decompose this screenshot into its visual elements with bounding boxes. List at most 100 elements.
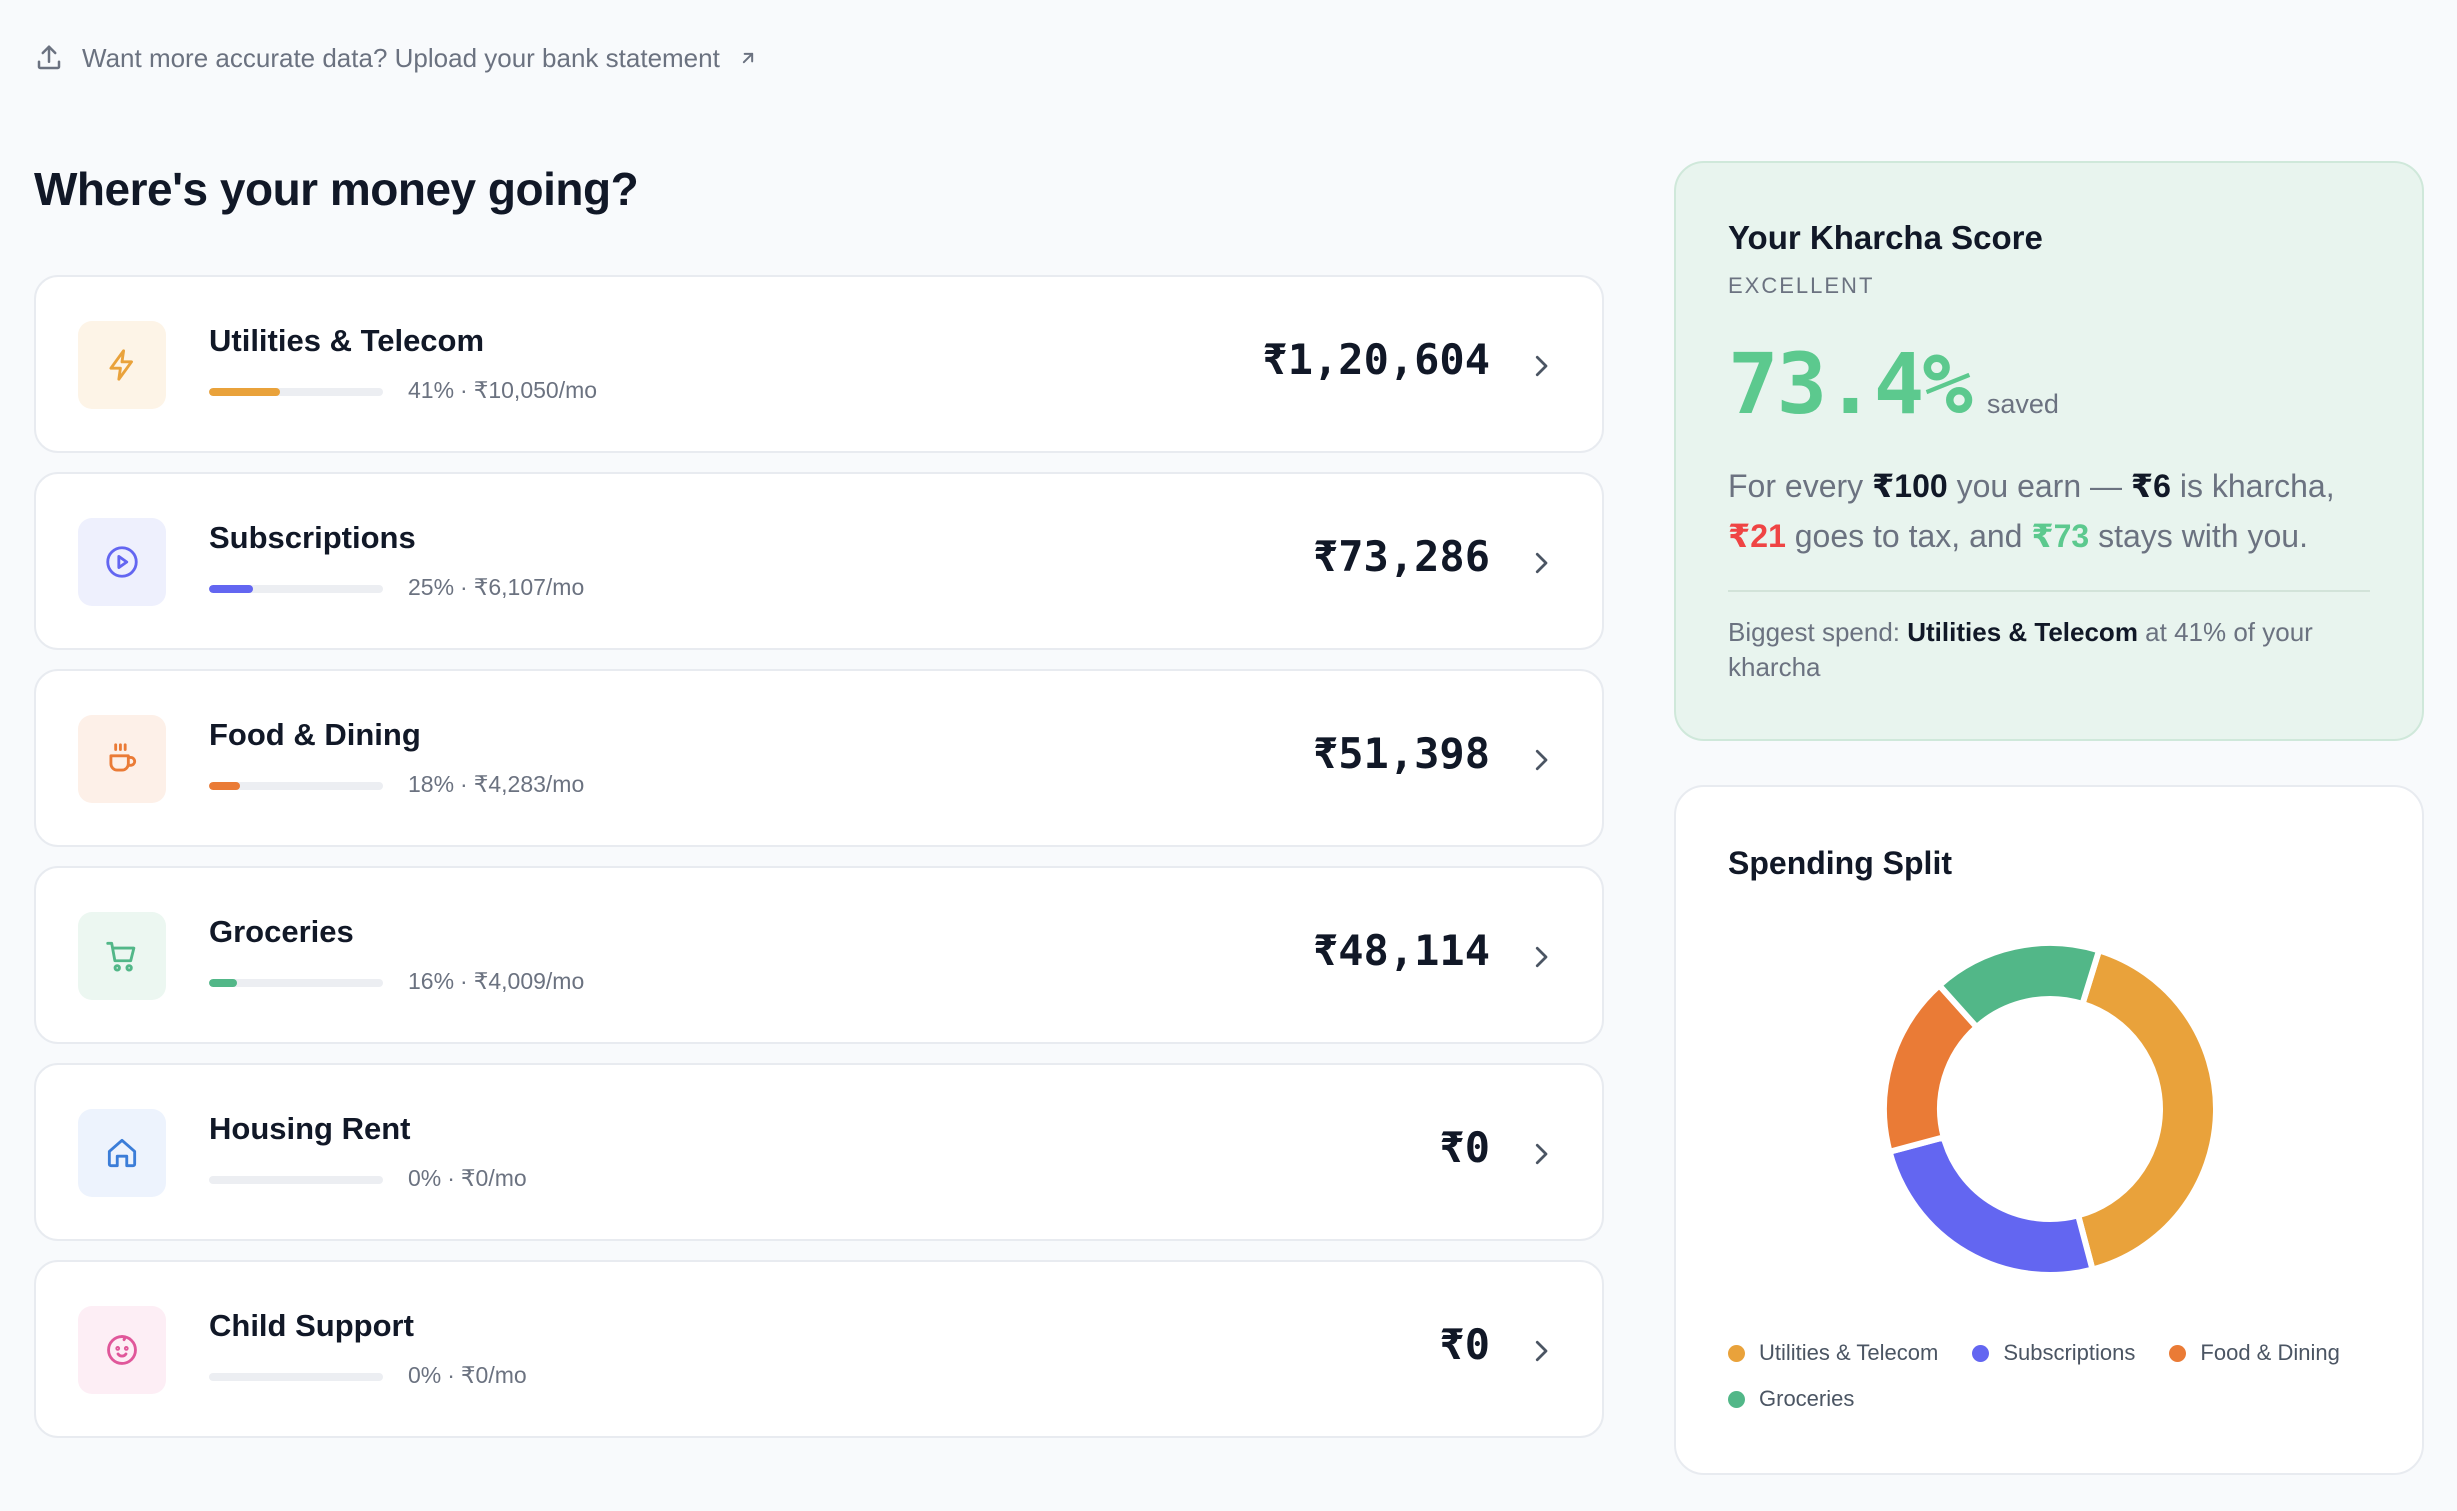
earn-amount: ₹100: [1872, 468, 1948, 504]
category-icon-badge: [78, 1109, 166, 1197]
sentence-part: is kharcha,: [2179, 468, 2335, 504]
category-monthly: ₹4,283/mo: [473, 771, 585, 797]
score-value: 73.4%: [1728, 335, 1973, 433]
category-row[interactable]: Food & Dining 18% · ₹4,283/mo ₹51,398: [34, 669, 1604, 847]
legend-dot: [1728, 1390, 1745, 1408]
category-meta: 41% · ₹10,050/mo: [408, 377, 597, 404]
upload-statement-link[interactable]: Want more accurate data? Upload your ban…: [34, 38, 758, 78]
play-circle-icon: [106, 546, 138, 578]
legend-label: Subscriptions: [2003, 1340, 2136, 1365]
chevron-right-icon[interactable]: [1526, 351, 1556, 381]
category-percent: 0%: [408, 1362, 442, 1388]
category-name: Child Support: [209, 1308, 414, 1343]
category-share-bar: [209, 1373, 383, 1381]
bolt-icon: [109, 349, 133, 381]
category-meta: 18% · ₹4,283/mo: [408, 771, 584, 798]
category-percent: 16%: [408, 968, 455, 994]
kharcha-score-card: Your Kharcha Score EXCELLENT 73.4% saved…: [1674, 161, 2424, 741]
spending-split-card: Spending Split Utilities & Telecom Subscr…: [1674, 785, 2424, 1475]
biggest-spend-suffix: at 41% of your kharcha: [1728, 617, 2313, 682]
meta-separator: ·: [447, 1362, 455, 1388]
legend-item: Utilities & Telecom: [1728, 1340, 1938, 1366]
category-amount: ₹48,114: [1312, 926, 1490, 975]
category-percent: 0%: [408, 1165, 442, 1191]
legend-dot: [1728, 1344, 1745, 1362]
category-icon-badge: [78, 321, 166, 409]
category-monthly: ₹6,107/mo: [473, 574, 585, 600]
category-name: Groceries: [209, 914, 354, 949]
donut-slice-subscriptions[interactable]: [1885, 1133, 2097, 1275]
donut-slice-groceries[interactable]: [1935, 943, 2103, 1032]
chevron-right-icon[interactable]: [1526, 942, 1556, 972]
score-rating: EXCELLENT: [1728, 273, 1875, 298]
category-monthly: ₹0/mo: [460, 1362, 527, 1388]
score-breakdown-sentence: For every ₹100 you earn — ₹6 is kharcha,…: [1728, 461, 2388, 561]
spending-donut-chart: [1884, 943, 2216, 1275]
chevron-right-icon[interactable]: [1526, 745, 1556, 775]
tax-amount: ₹21: [1728, 518, 1786, 554]
category-icon-badge: [78, 715, 166, 803]
category-percent: 18%: [408, 771, 455, 797]
category-row[interactable]: Groceries 16% · ₹4,009/mo ₹48,114: [34, 866, 1604, 1044]
meta-separator: ·: [460, 574, 468, 600]
category-row[interactable]: Utilities & Telecom 41% · ₹10,050/mo ₹1,20…: [34, 275, 1604, 453]
category-monthly: ₹0/mo: [460, 1165, 527, 1191]
category-row[interactable]: Housing Rent 0% · ₹0/mo ₹0: [34, 1063, 1604, 1241]
category-share-bar-fill: [209, 782, 241, 790]
chart-legend: Utilities & Telecom Subscriptions Food & D…: [1728, 1340, 2388, 1412]
category-share-bar: [209, 979, 383, 987]
biggest-spend-category: Utilities & Telecom: [1907, 617, 2138, 647]
sentence-part: you earn —: [1956, 468, 2122, 504]
category-icon-badge: [78, 518, 166, 606]
category-meta: 16% · ₹4,009/mo: [408, 968, 584, 995]
score-title: Your Kharcha Score: [1728, 219, 2043, 256]
meta-separator: ·: [460, 377, 468, 403]
category-icon-badge: [78, 1306, 166, 1394]
category-share-bar: [209, 585, 383, 593]
sentence-part: goes to tax, and: [1794, 518, 2023, 554]
category-row[interactable]: Child Support 0% · ₹0/mo ₹0: [34, 1260, 1604, 1438]
legend-dot: [2169, 1344, 2187, 1362]
category-amount: ₹1,20,604: [1262, 335, 1490, 384]
external-link-icon: [742, 52, 753, 64]
meta-separator: ·: [447, 1165, 455, 1191]
category-share-bar-fill: [209, 585, 253, 593]
category-name: Housing Rent: [209, 1111, 411, 1146]
category-share-bar: [209, 782, 383, 790]
chevron-right-icon[interactable]: [1526, 1139, 1556, 1169]
legend-dot: [1972, 1344, 1990, 1362]
upload-icon: [37, 45, 61, 70]
stays-amount: ₹73: [2031, 518, 2090, 554]
category-meta: 25% · ₹6,107/mo: [408, 574, 584, 601]
kharcha-amount: ₹6: [2130, 468, 2171, 504]
category-amount: ₹0: [1439, 1320, 1490, 1369]
category-meta: 0% · ₹0/mo: [408, 1165, 527, 1192]
chevron-right-icon[interactable]: [1526, 548, 1556, 578]
donut-slice-utilities-telecom[interactable]: [2074, 946, 2216, 1274]
page-title: Where's your money going?: [34, 163, 639, 215]
biggest-spend-prefix: Biggest spend:: [1728, 617, 1901, 647]
category-percent: 41%: [408, 377, 455, 403]
category-share-bar-fill: [209, 388, 281, 396]
legend-label: Utilities & Telecom: [1759, 1340, 1939, 1365]
category-name: Utilities & Telecom: [209, 323, 485, 358]
category-percent: 25%: [408, 574, 455, 600]
category-name: Subscriptions: [209, 520, 416, 555]
legend-label: Groceries: [1759, 1386, 1855, 1411]
legend-item: Groceries: [1728, 1386, 1854, 1412]
sentence-part: stays with you.: [2098, 518, 2308, 554]
category-share-bar: [209, 388, 383, 396]
baby-icon: [107, 1335, 137, 1365]
category-row[interactable]: Subscriptions 25% · ₹6,107/mo ₹73,286: [34, 472, 1604, 650]
meta-separator: ·: [460, 771, 468, 797]
category-icon-badge: [78, 912, 166, 1000]
category-share-bar-fill: [209, 979, 237, 987]
legend-item: Subscriptions: [1972, 1340, 2135, 1366]
upload-statement-text: Want more accurate data? Upload your ban…: [82, 42, 720, 73]
category-amount: ₹0: [1439, 1123, 1490, 1172]
category-share-bar: [209, 1176, 383, 1184]
split-title: Spending Split: [1728, 845, 1952, 881]
category-amount: ₹73,286: [1312, 532, 1490, 581]
chevron-right-icon[interactable]: [1526, 1336, 1556, 1366]
legend-label: Food & Dining: [2200, 1340, 2340, 1365]
